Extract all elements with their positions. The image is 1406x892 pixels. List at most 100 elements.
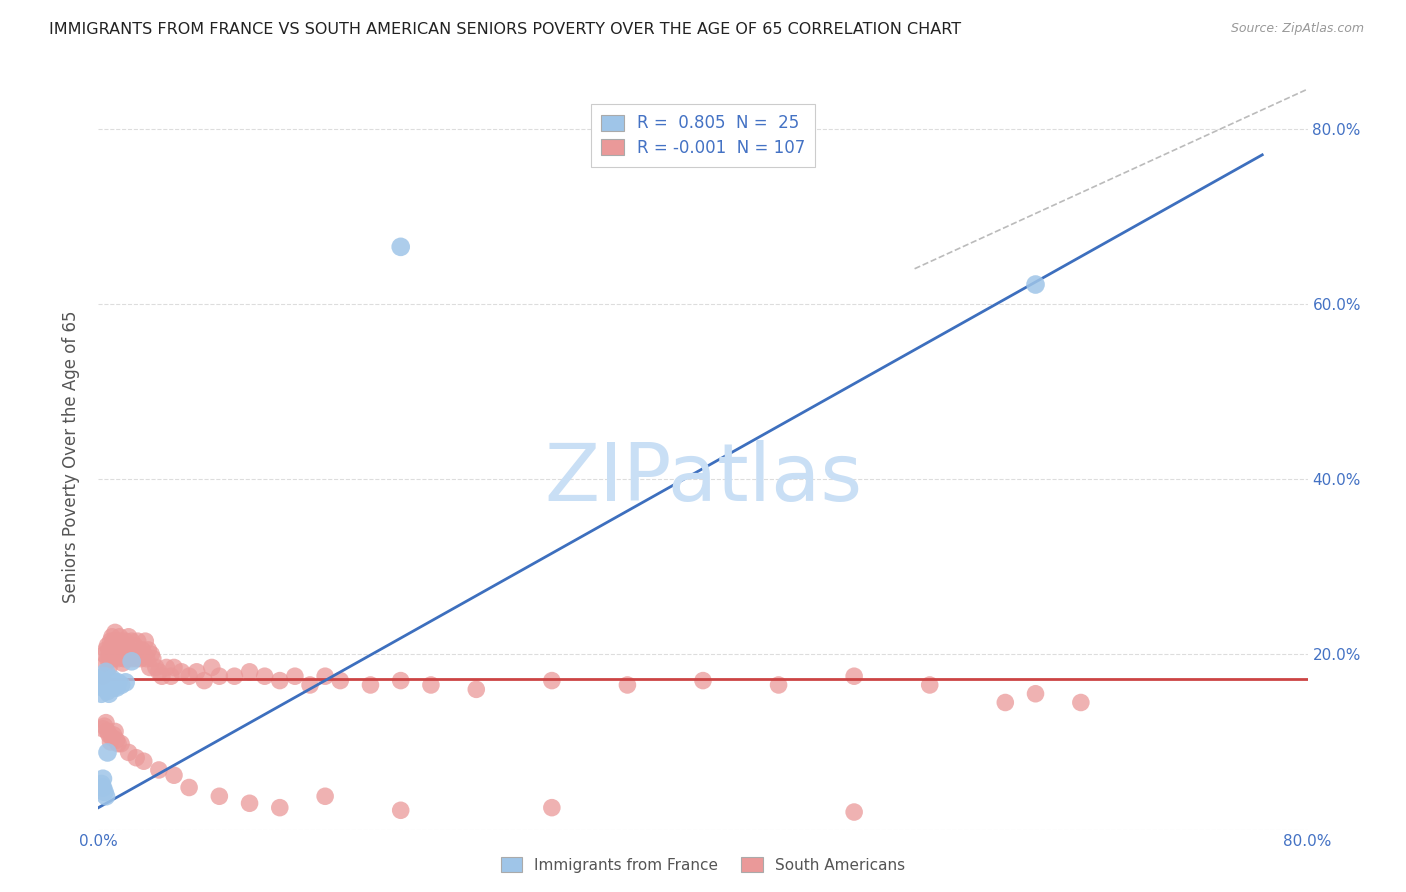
Point: [112, 651, 135, 665]
Point: [122, 648, 145, 662]
Point: [105, 681, 128, 695]
Point: [91, 772, 114, 786]
Point: [91, 780, 114, 795]
Point: [389, 240, 412, 254]
Point: [540, 673, 562, 688]
Point: [94, 656, 117, 670]
Point: [107, 675, 129, 690]
Point: [844, 669, 866, 683]
Point: [93, 719, 115, 733]
Text: IMMIGRANTS FROM FRANCE VS SOUTH AMERICAN SENIORS POVERTY OVER THE AGE OF 65 CORR: IMMIGRANTS FROM FRANCE VS SOUTH AMERICAN…: [49, 22, 962, 37]
Point: [105, 634, 128, 648]
Point: [129, 651, 152, 665]
Point: [96, 746, 118, 760]
Point: [112, 639, 135, 653]
Point: [110, 737, 132, 751]
Point: [314, 669, 336, 683]
Point: [994, 696, 1017, 710]
Point: [692, 673, 714, 688]
Point: [329, 673, 352, 688]
Legend: R =  0.805  N =  25, R = -0.001  N = 107: R = 0.805 N = 25, R = -0.001 N = 107: [591, 104, 815, 167]
Point: [104, 648, 127, 662]
Point: [121, 654, 143, 668]
Point: [420, 678, 443, 692]
Point: [94, 665, 117, 679]
Point: [110, 648, 132, 662]
Point: [96, 684, 118, 698]
Point: [93, 648, 115, 662]
Point: [186, 665, 208, 679]
Legend: Immigrants from France, South Americans: Immigrants from France, South Americans: [501, 857, 905, 873]
Point: [299, 678, 322, 692]
Point: [110, 678, 132, 692]
Point: [103, 728, 125, 742]
Point: [114, 675, 136, 690]
Point: [93, 669, 115, 683]
Point: [239, 665, 262, 679]
Point: [107, 639, 129, 653]
Point: [100, 681, 122, 695]
Point: [108, 643, 131, 657]
Point: [111, 643, 134, 657]
Point: [179, 669, 201, 683]
Point: [540, 800, 562, 814]
Point: [208, 789, 231, 804]
Point: [160, 669, 183, 683]
Point: [1024, 687, 1046, 701]
Point: [105, 648, 128, 662]
Point: [616, 678, 638, 692]
Point: [125, 750, 148, 764]
Point: [128, 648, 150, 662]
Point: [101, 731, 124, 745]
Point: [96, 724, 118, 739]
Point: [90, 687, 112, 701]
Point: [103, 681, 125, 695]
Point: [118, 643, 141, 657]
Point: [170, 665, 193, 679]
Point: [91, 722, 114, 736]
Point: [127, 634, 149, 648]
Point: [141, 648, 163, 662]
Point: [101, 672, 124, 686]
Point: [103, 651, 125, 665]
Point: [136, 643, 159, 657]
Point: [768, 678, 790, 692]
Point: [389, 673, 412, 688]
Point: [110, 634, 132, 648]
Point: [105, 733, 128, 747]
Point: [94, 789, 117, 804]
Point: [115, 651, 138, 665]
Point: [844, 805, 866, 819]
Point: [111, 656, 134, 670]
Point: [114, 643, 136, 657]
Point: [224, 669, 246, 683]
Point: [101, 630, 124, 644]
Point: [179, 780, 201, 795]
Point: [100, 651, 122, 665]
Point: [118, 746, 141, 760]
Point: [163, 660, 186, 674]
Point: [193, 673, 215, 688]
Point: [125, 651, 148, 665]
Point: [93, 678, 115, 692]
Point: [201, 660, 224, 674]
Point: [1070, 696, 1092, 710]
Point: [94, 643, 117, 657]
Point: [91, 681, 114, 695]
Point: [98, 643, 121, 657]
Point: [104, 625, 127, 640]
Point: [389, 803, 412, 817]
Point: [314, 789, 336, 804]
Point: [148, 665, 170, 679]
Point: [135, 651, 157, 665]
Point: [360, 678, 382, 692]
Point: [108, 630, 131, 644]
Point: [101, 643, 124, 657]
Point: [284, 669, 307, 683]
Point: [94, 715, 117, 730]
Point: [93, 785, 115, 799]
Point: [90, 777, 112, 791]
Point: [96, 639, 118, 653]
Text: Source: ZipAtlas.com: Source: ZipAtlas.com: [1230, 22, 1364, 36]
Point: [103, 634, 125, 648]
